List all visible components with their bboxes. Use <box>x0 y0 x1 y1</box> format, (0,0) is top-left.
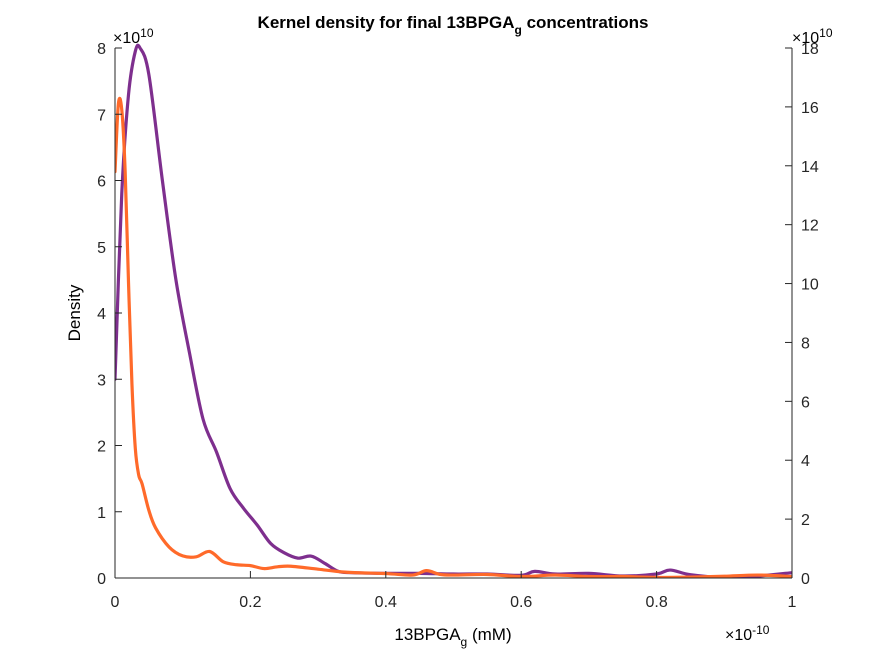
y-left-exponent: ×1010 <box>113 26 154 47</box>
y-axis-label: Density <box>65 284 84 341</box>
y-right-exponent-power: 10 <box>819 26 833 40</box>
y-left-tick-label: 0 <box>97 571 106 588</box>
y-left-tick-label: 2 <box>97 439 106 456</box>
y-right-exponent: ×1010 <box>792 26 833 47</box>
y-left-tick-label: 1 <box>97 505 106 522</box>
y-right-tick-label: 18 <box>801 41 819 58</box>
y-left-exponent-base: ×10 <box>113 30 140 47</box>
y-right-tick-label: 8 <box>801 335 810 352</box>
series-line-right-axis <box>115 96 792 578</box>
y-left-tick-label: 3 <box>97 372 106 389</box>
x-axis-label-main: 13BPGA <box>394 625 461 644</box>
y-right-tick-label: 4 <box>801 453 810 470</box>
y-right-exponent-base: ×10 <box>792 30 819 47</box>
x-axis-label: 13BPGAg (mM) <box>394 625 511 649</box>
x-axis-label-end: (mM) <box>467 625 511 644</box>
x-tick-label: 0.6 <box>510 594 532 611</box>
y-left-tick-label: 8 <box>97 41 106 58</box>
y-left-tick-label: 7 <box>97 107 106 124</box>
chart-title-subscript: g <box>515 23 522 37</box>
y-left-exponent-power: 10 <box>140 26 154 40</box>
y-left-tick-label: 5 <box>97 240 106 257</box>
y-right-tick-label: 12 <box>801 218 819 235</box>
series-lines <box>115 43 792 578</box>
y-right-tick-label: 2 <box>801 512 810 529</box>
y-right-tick-label: 16 <box>801 100 819 117</box>
x-tick-label: 0 <box>111 594 120 611</box>
x-exponent-power: -10 <box>752 623 770 637</box>
x-exponent: ×10-10 <box>725 623 770 644</box>
x-tick-label: 0.8 <box>645 594 667 611</box>
y-right-tick-label: 0 <box>801 571 810 588</box>
x-tick-label: 1 <box>788 594 797 611</box>
x-tick-label: 0.2 <box>239 594 261 611</box>
y-right-tick-label: 6 <box>801 394 810 411</box>
y-right-tick-label: 10 <box>801 277 819 294</box>
x-exponent-base: ×10 <box>725 627 752 644</box>
x-tick-label: 0.4 <box>375 594 397 611</box>
x-axis-label-subscript: g <box>461 635 468 649</box>
plot-area <box>115 43 792 578</box>
chart-title-end: concentrations <box>522 13 649 32</box>
y-right-tick-label: 14 <box>801 159 819 176</box>
y-left-tick-label: 6 <box>97 174 106 191</box>
chart-title-main: Kernel density for final 13BPGA <box>258 13 515 32</box>
chart-title: Kernel density for final 13BPGAg concent… <box>258 13 649 37</box>
y-left-tick-label: 4 <box>97 306 106 323</box>
